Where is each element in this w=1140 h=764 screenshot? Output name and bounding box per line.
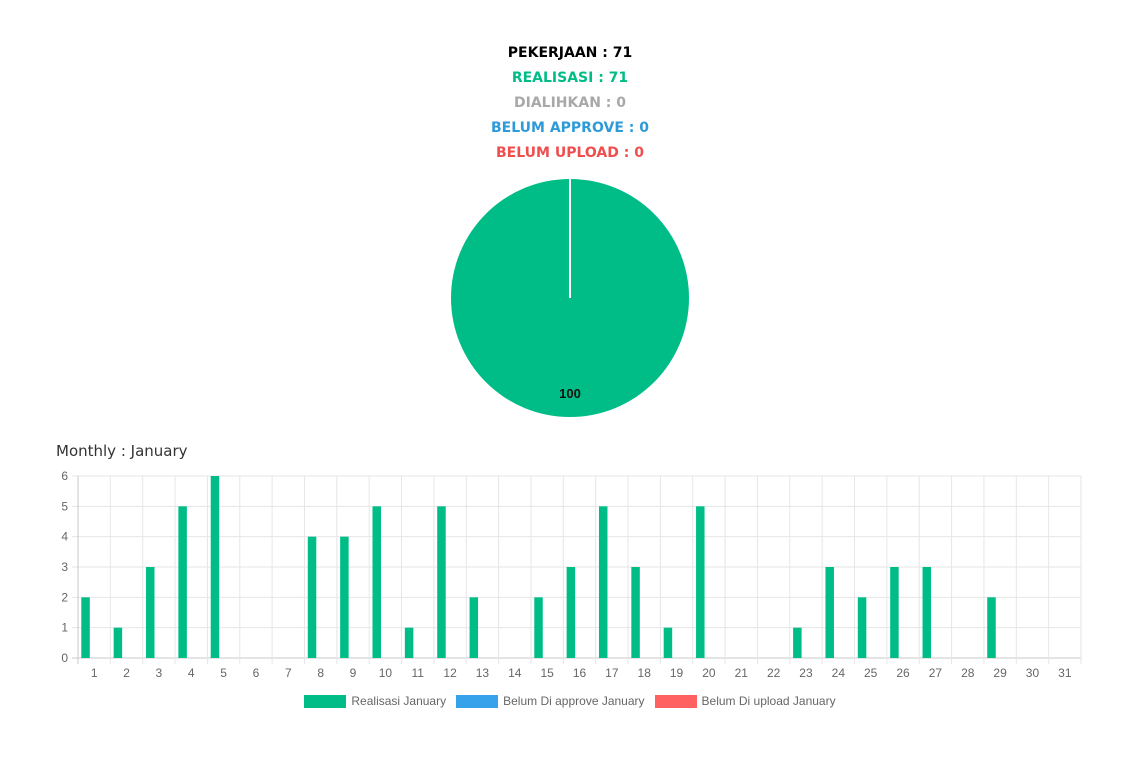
bar-realisasi-january-18[interactable] [631,567,640,658]
x-tick-label: 6 [253,666,260,680]
x-tick-label: 1 [91,666,98,680]
x-tick-label: 8 [317,666,324,680]
x-tick-label: 2 [123,666,130,680]
x-tick-label: 27 [929,666,943,680]
x-tick-label: 5 [220,666,227,680]
bar-realisasi-january-10[interactable] [372,506,381,658]
bar-realisasi-january-1[interactable] [81,597,90,658]
bar-realisasi-january-25[interactable] [857,597,867,658]
y-tick-label: 2 [61,590,68,604]
pekerjaan-count: PEKERJAAN : 71 [507,45,633,61]
chart-legend: Realisasi January Belum Di approve Januar… [0,694,1140,708]
legend-swatch [456,694,499,708]
x-tick-label: 4 [188,666,195,680]
bar-realisasi-january-27[interactable] [922,567,932,658]
belum-upload-count: BELUM UPLOAD : 0 [496,145,644,161]
bar-realisasi-january-23[interactable] [793,627,802,658]
legend-item[interactable]: Belum Di upload January [654,694,836,708]
x-tick-label: 18 [638,666,652,680]
x-tick-label: 11 [411,666,424,680]
monthly-title: Monthly : January [56,442,188,460]
dialihkan-count: DIALIHKAN : 0 [514,95,626,111]
legend-item[interactable]: Realisasi January [304,694,446,708]
x-tick-label: 17 [605,666,619,680]
x-tick-label: 21 [735,666,749,680]
bar-realisasi-january-16[interactable] [566,567,576,658]
summary-stats: PEKERJAAN : 71 REALISASI : 71 DIALIHKAN … [0,42,1140,167]
y-tick-label: 5 [61,499,68,513]
bar-realisasi-january-8[interactable] [307,536,317,658]
x-tick-label: 31 [1058,666,1072,680]
legend-label: Belum Di approve January [503,694,645,708]
x-tick-label: 12 [443,666,457,680]
bar-realisasi-january-15[interactable] [534,597,543,658]
legend-swatch [654,694,697,708]
x-tick-label: 10 [379,666,393,680]
bar-realisasi-january-2[interactable] [113,627,123,658]
legend-label: Belum Di upload January [701,694,836,708]
y-tick-label: 6 [61,469,68,483]
bar-realisasi-january-19[interactable] [663,627,673,658]
x-tick-label: 30 [1026,666,1040,680]
bar-realisasi-january-26[interactable] [890,567,899,658]
x-tick-label: 26 [896,666,910,680]
bar-realisasi-january-13[interactable] [469,597,479,658]
x-tick-label: 22 [767,666,781,680]
bar-realisasi-january-17[interactable] [598,506,608,658]
x-tick-label: 9 [350,666,357,680]
x-tick-label: 29 [993,666,1007,680]
realisasi-count: REALISASI : 71 [511,70,629,86]
bar-realisasi-january-5[interactable] [210,476,220,658]
x-tick-label: 14 [508,666,522,680]
bar-realisasi-january-11[interactable] [404,627,414,658]
legend-label: Realisasi January [351,694,447,708]
x-tick-label: 25 [864,666,878,680]
bar-realisasi-january-12[interactable] [437,506,446,658]
x-tick-label: 13 [476,666,490,680]
x-tick-label: 23 [799,666,813,680]
y-tick-label: 3 [61,560,68,574]
belum-approve-count: BELUM APPROVE : 0 [491,120,649,136]
y-tick-label: 1 [61,621,68,635]
x-tick-label: 7 [285,666,292,680]
bar-realisasi-january-24[interactable] [825,567,834,658]
legend-item[interactable]: Belum Di approve January [456,694,645,708]
bar-realisasi-january-20[interactable] [696,506,705,658]
x-tick-label: 20 [702,666,716,680]
bar-realisasi-january-29[interactable] [987,597,996,658]
bar-realisasi-january-3[interactable] [146,567,155,658]
x-tick-label: 28 [961,666,975,680]
bar-realisasi-january-9[interactable] [340,536,349,658]
bar-realisasi-january-4[interactable] [178,506,187,658]
legend-swatch [304,694,347,708]
x-tick-label: 19 [670,666,684,680]
y-tick-label: 4 [61,530,68,544]
x-tick-label: 16 [573,666,587,680]
pie-chart: 100 [451,179,689,417]
y-tick-label: 0 [61,651,68,665]
x-tick-label: 3 [156,666,163,680]
x-tick-label: 15 [540,666,554,680]
pie-data-label: 100 [559,386,581,401]
x-tick-label: 24 [832,666,846,680]
